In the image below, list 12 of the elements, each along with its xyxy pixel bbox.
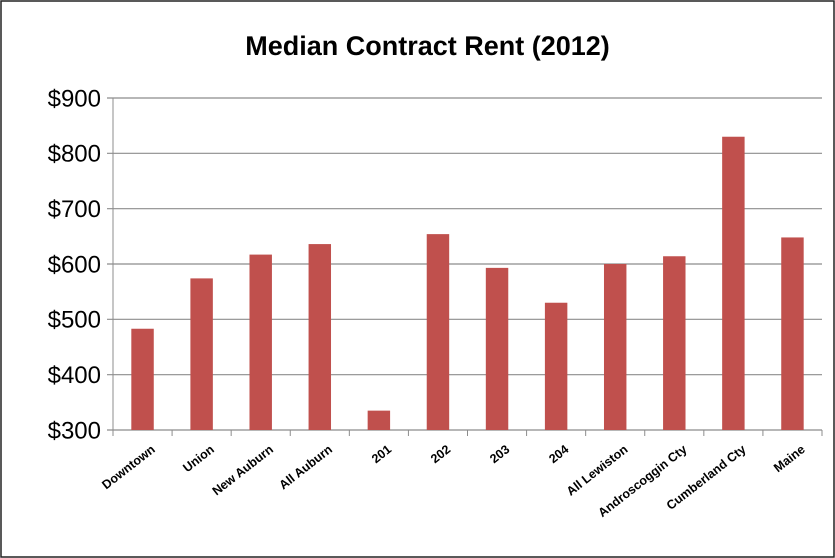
y-tick-label: $600 (48, 251, 101, 278)
x-tick-label: 202 (428, 442, 454, 466)
y-tick-label: $500 (48, 306, 101, 334)
x-tick-label: 203 (487, 442, 512, 466)
chart-title: Median Contract Rent (2012) (245, 31, 610, 61)
x-tick-label: 201 (369, 442, 394, 466)
y-tick-label: $400 (48, 362, 101, 390)
x-tick-label: 204 (546, 442, 572, 466)
y-tick-label: $800 (48, 140, 101, 168)
y-tick-label: $700 (48, 196, 101, 224)
y-tick-label: $300 (48, 417, 101, 444)
y-tick-label: $900 (48, 85, 101, 112)
